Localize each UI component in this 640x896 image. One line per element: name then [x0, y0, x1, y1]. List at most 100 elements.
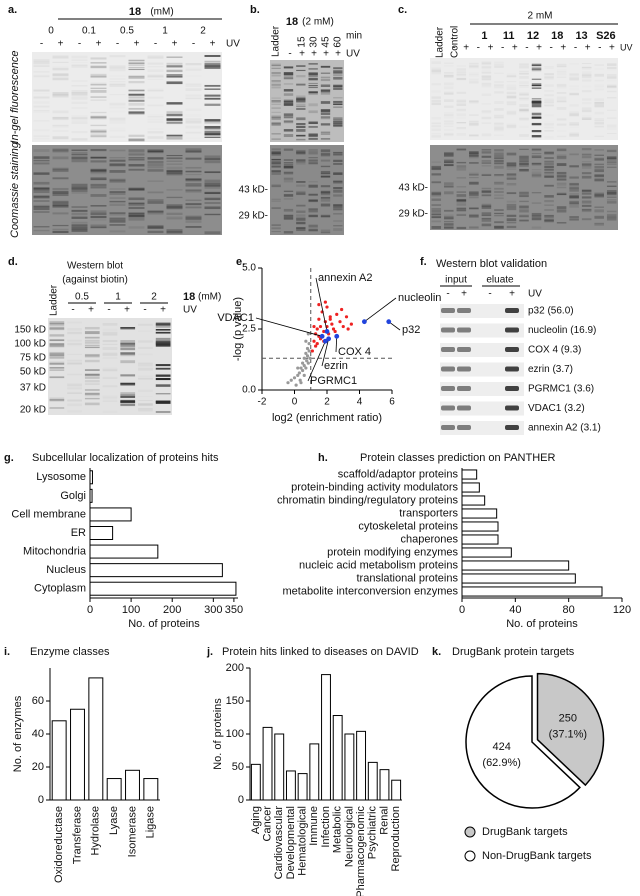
point — [299, 381, 303, 385]
gel-band — [271, 158, 281, 161]
bar — [274, 733, 285, 801]
point — [307, 349, 311, 353]
gel-band — [110, 55, 126, 57]
gel-band — [186, 75, 202, 76]
gel-band — [333, 151, 343, 154]
gel-band — [308, 86, 318, 89]
point — [361, 319, 367, 325]
gel-band — [320, 109, 331, 112]
gel-band — [556, 192, 567, 196]
gel-band — [49, 327, 65, 331]
gel-band — [506, 184, 517, 186]
gel-band — [581, 172, 592, 175]
gel-band — [444, 216, 454, 219]
blot-band — [441, 405, 455, 411]
gel-band — [556, 178, 567, 181]
gel-band — [90, 62, 107, 64]
gel-band — [84, 393, 100, 397]
gel-band — [519, 191, 529, 193]
gel-band — [308, 120, 318, 123]
gel-band — [531, 78, 542, 80]
gel-band — [333, 204, 343, 207]
gel-band — [186, 96, 202, 97]
gel-band — [469, 62, 479, 65]
bar — [461, 586, 603, 597]
label: - — [71, 305, 74, 316]
gel-band — [581, 73, 592, 77]
gel-band — [494, 212, 504, 215]
gel-band — [519, 98, 529, 100]
gel-band — [594, 80, 604, 81]
gel-band — [531, 87, 542, 89]
chart-title: Protein hits linked to diseases on DAVID — [222, 646, 419, 658]
chart-title: Protein classes prediction on PANTHER — [360, 452, 555, 464]
gel-band — [52, 92, 69, 95]
gel-band — [138, 408, 153, 412]
gel-band — [271, 83, 281, 86]
gel-band — [456, 214, 467, 216]
gel-band — [482, 63, 492, 65]
gel-band — [481, 190, 492, 193]
label: (mM) — [198, 292, 221, 303]
gel-band — [271, 100, 281, 103]
label: (against biotin) — [62, 275, 128, 286]
label: - — [574, 43, 577, 54]
gel-band — [519, 194, 529, 197]
label: 15 — [297, 36, 308, 48]
gel-band — [204, 206, 221, 210]
gel-band — [431, 69, 442, 73]
gel-band — [308, 122, 318, 124]
gel-band — [482, 78, 492, 81]
x-tick-label: 2 — [324, 397, 330, 408]
gel-band — [494, 209, 504, 212]
gel-band — [333, 205, 343, 208]
gel-band — [531, 155, 542, 157]
gel-band — [482, 75, 492, 78]
gel-band — [582, 71, 592, 73]
gel-band — [606, 185, 617, 187]
gel-band — [90, 99, 107, 101]
gel-band — [296, 190, 306, 193]
gel-band — [494, 174, 504, 177]
gel-band — [308, 126, 318, 128]
gel-band — [283, 171, 294, 175]
gel-band — [90, 90, 107, 93]
gel-band — [519, 117, 529, 121]
gel-band — [482, 103, 492, 104]
gel-band — [84, 353, 100, 356]
gel-band — [507, 113, 517, 114]
gel-band — [457, 133, 467, 136]
gel-band — [320, 170, 331, 174]
gel-band — [204, 125, 221, 129]
gel-band — [582, 98, 592, 100]
gel-band — [185, 150, 202, 153]
gel-band — [581, 204, 592, 207]
gel-band — [544, 209, 554, 211]
x-axis-label: log2 (enrichment ratio) — [272, 412, 382, 424]
gel-band — [556, 222, 567, 224]
gel-band — [506, 183, 517, 185]
bar — [461, 521, 499, 532]
gel-band — [494, 62, 504, 64]
point — [312, 339, 316, 343]
gel-band — [271, 159, 281, 161]
gel-band — [110, 130, 126, 132]
y-tick-label: 50 — [232, 761, 244, 773]
gel-band — [481, 116, 492, 120]
gel-band — [204, 63, 221, 66]
gel-band — [109, 219, 126, 223]
label: nucleolin (16.9) — [528, 325, 596, 336]
gel-band — [494, 135, 504, 136]
gel-band — [481, 217, 492, 220]
gel-band — [569, 127, 579, 128]
gel-band — [72, 92, 88, 95]
label: + — [96, 39, 102, 50]
bar — [285, 770, 296, 801]
gel-band — [52, 77, 69, 81]
gel-band — [296, 191, 306, 195]
gel-band — [109, 149, 126, 152]
gel-band — [544, 73, 554, 76]
gel-band — [494, 181, 504, 184]
gel-band — [481, 173, 492, 176]
gel-band — [519, 164, 529, 167]
